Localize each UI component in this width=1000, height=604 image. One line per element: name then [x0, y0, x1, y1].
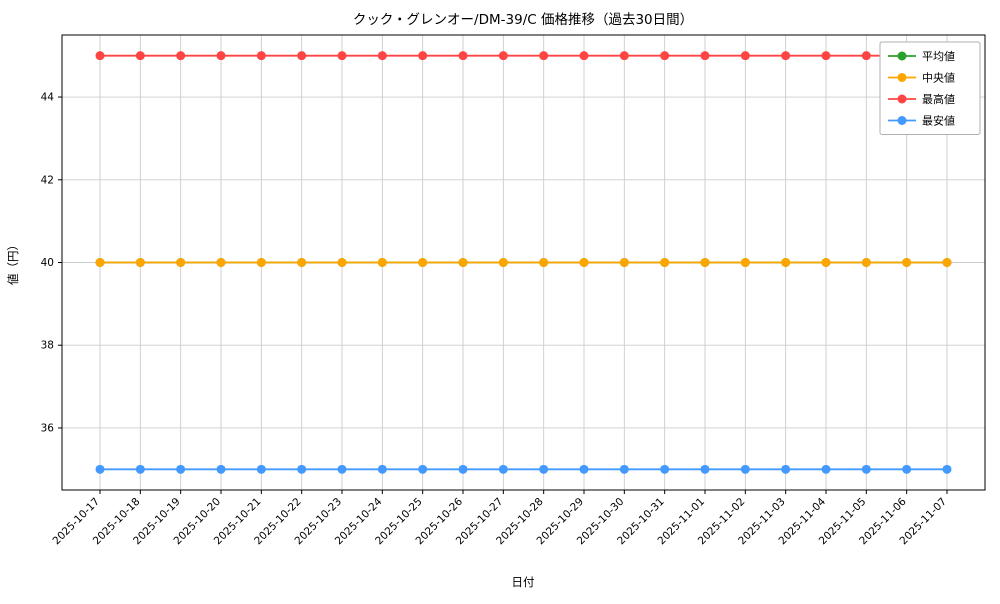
- series-marker-min: [95, 464, 105, 474]
- series-marker-median: [821, 258, 831, 267]
- legend-marker-max: [897, 94, 907, 104]
- series-marker-median: [861, 258, 871, 267]
- legend-label-average: 平均値: [922, 50, 955, 63]
- series-marker-median: [619, 258, 629, 267]
- series-marker-median: [95, 258, 105, 267]
- series-marker-median: [498, 258, 508, 267]
- y-tick-label: 40: [41, 257, 54, 269]
- series-marker-median: [902, 258, 912, 267]
- y-tick-label: 38: [41, 340, 54, 352]
- series-marker-max: [418, 51, 428, 61]
- series-marker-max: [740, 51, 750, 61]
- series-marker-median: [579, 258, 589, 267]
- series-marker-max: [176, 51, 186, 61]
- series-marker-min: [458, 464, 468, 474]
- series-marker-min: [216, 464, 226, 474]
- series-marker-min: [781, 464, 791, 474]
- series-marker-median: [176, 258, 186, 267]
- series-marker-min: [498, 464, 508, 474]
- y-tick-label: 42: [41, 174, 54, 186]
- series-marker-min: [418, 464, 428, 474]
- legend-label-max: 最高値: [922, 92, 955, 106]
- series-marker-min: [821, 464, 831, 474]
- series-marker-max: [256, 51, 266, 61]
- legend-marker-median: [897, 73, 907, 82]
- series-marker-min: [297, 464, 307, 474]
- series-marker-min: [135, 464, 145, 474]
- series-marker-max: [297, 51, 307, 61]
- series-marker-median: [135, 258, 145, 267]
- series-marker-min: [377, 464, 387, 474]
- series-marker-min: [902, 464, 912, 474]
- series-marker-median: [418, 258, 428, 267]
- series-marker-max: [458, 51, 468, 61]
- series-marker-median: [781, 258, 791, 267]
- y-tick-label: 36: [41, 422, 55, 434]
- series-marker-max: [821, 51, 831, 61]
- series-marker-min: [700, 464, 710, 474]
- series-marker-median: [458, 258, 468, 267]
- y-tick-label: 44: [41, 92, 55, 104]
- series-marker-min: [539, 464, 549, 474]
- series-marker-min: [579, 464, 589, 474]
- legend-marker-average: [897, 51, 907, 61]
- series-marker-min: [660, 464, 670, 474]
- legend: [879, 41, 981, 135]
- y-axis-label: 値（円）: [6, 239, 20, 285]
- series-marker-median: [942, 258, 952, 267]
- legend-label-min: 最安値: [922, 114, 955, 128]
- series-marker-max: [660, 51, 670, 61]
- series-marker-median: [700, 258, 710, 267]
- series-marker-max: [781, 51, 791, 61]
- series-marker-median: [539, 258, 549, 267]
- series-marker-median: [337, 258, 347, 267]
- legend-label-median: 中央値: [922, 72, 955, 85]
- series-marker-max: [135, 51, 145, 61]
- series-marker-median: [216, 258, 226, 267]
- series-marker-max: [337, 51, 347, 61]
- series-marker-min: [740, 464, 750, 474]
- series-marker-max: [619, 51, 629, 61]
- series-marker-median: [256, 258, 266, 267]
- series-marker-min: [861, 464, 871, 474]
- series-marker-min: [256, 464, 266, 474]
- series-marker-median: [740, 258, 750, 267]
- series-marker-max: [700, 51, 710, 61]
- series-marker-min: [176, 464, 186, 474]
- series-marker-min: [619, 464, 629, 474]
- series-marker-max: [539, 51, 549, 61]
- legend-marker-min: [897, 116, 907, 125]
- series-marker-median: [297, 258, 307, 267]
- x-axis-label: 日付: [512, 575, 535, 589]
- series-marker-max: [216, 51, 226, 61]
- series-marker-median: [377, 258, 387, 267]
- series-marker-median: [660, 258, 670, 267]
- series-marker-min: [337, 464, 347, 474]
- series-marker-min: [942, 464, 952, 474]
- chart-title: クック・グレンオー/DM-39/C 価格推移（過去30日間）: [353, 12, 693, 28]
- series-marker-max: [861, 51, 871, 61]
- series-marker-max: [95, 51, 105, 61]
- series-marker-max: [377, 51, 387, 61]
- series-marker-max: [498, 51, 508, 61]
- series-marker-max: [579, 51, 589, 61]
